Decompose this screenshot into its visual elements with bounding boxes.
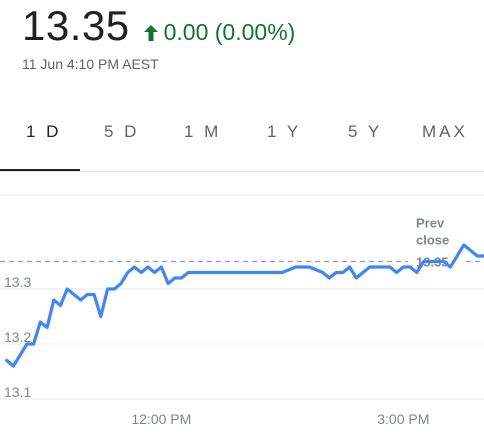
active-tab-indicator bbox=[0, 169, 80, 172]
tab-max[interactable]: MAX bbox=[422, 122, 468, 141]
y-tick-label: 13.2 bbox=[4, 329, 31, 345]
price-row: 13.35 0.00 (0.00%) bbox=[22, 2, 295, 52]
arrow-up-icon bbox=[143, 25, 158, 41]
price-line bbox=[5, 243, 484, 368]
x-tick-label: 12:00 PM bbox=[131, 411, 191, 427]
tab-5d[interactable]: 5 D bbox=[104, 122, 140, 141]
tab-5y[interactable]: 5 Y bbox=[348, 122, 383, 141]
y-tick-label: 13.3 bbox=[4, 274, 31, 290]
prev-close-label-line2: close bbox=[416, 233, 449, 248]
y-tick-label: 13.1 bbox=[4, 384, 31, 400]
tabs-divider bbox=[0, 171, 484, 172]
tab-1d[interactable]: 1 D bbox=[26, 122, 62, 141]
timestamp: 11 Jun 4:10 PM AEST bbox=[22, 56, 159, 72]
range-tabs: 1 D 5 D 1 M 1 Y 5 Y MAX bbox=[0, 112, 484, 172]
prev-close-label-line1: Prev bbox=[416, 216, 445, 231]
price-change: 0.00 (0.00%) bbox=[143, 19, 296, 46]
current-price: 13.35 bbox=[22, 2, 130, 49]
x-tick-label: 3:00 PM bbox=[377, 411, 429, 427]
tab-1m[interactable]: 1 M bbox=[184, 122, 222, 141]
price-change-value: 0.00 (0.00%) bbox=[163, 19, 296, 45]
tab-1y[interactable]: 1 Y bbox=[267, 122, 302, 141]
